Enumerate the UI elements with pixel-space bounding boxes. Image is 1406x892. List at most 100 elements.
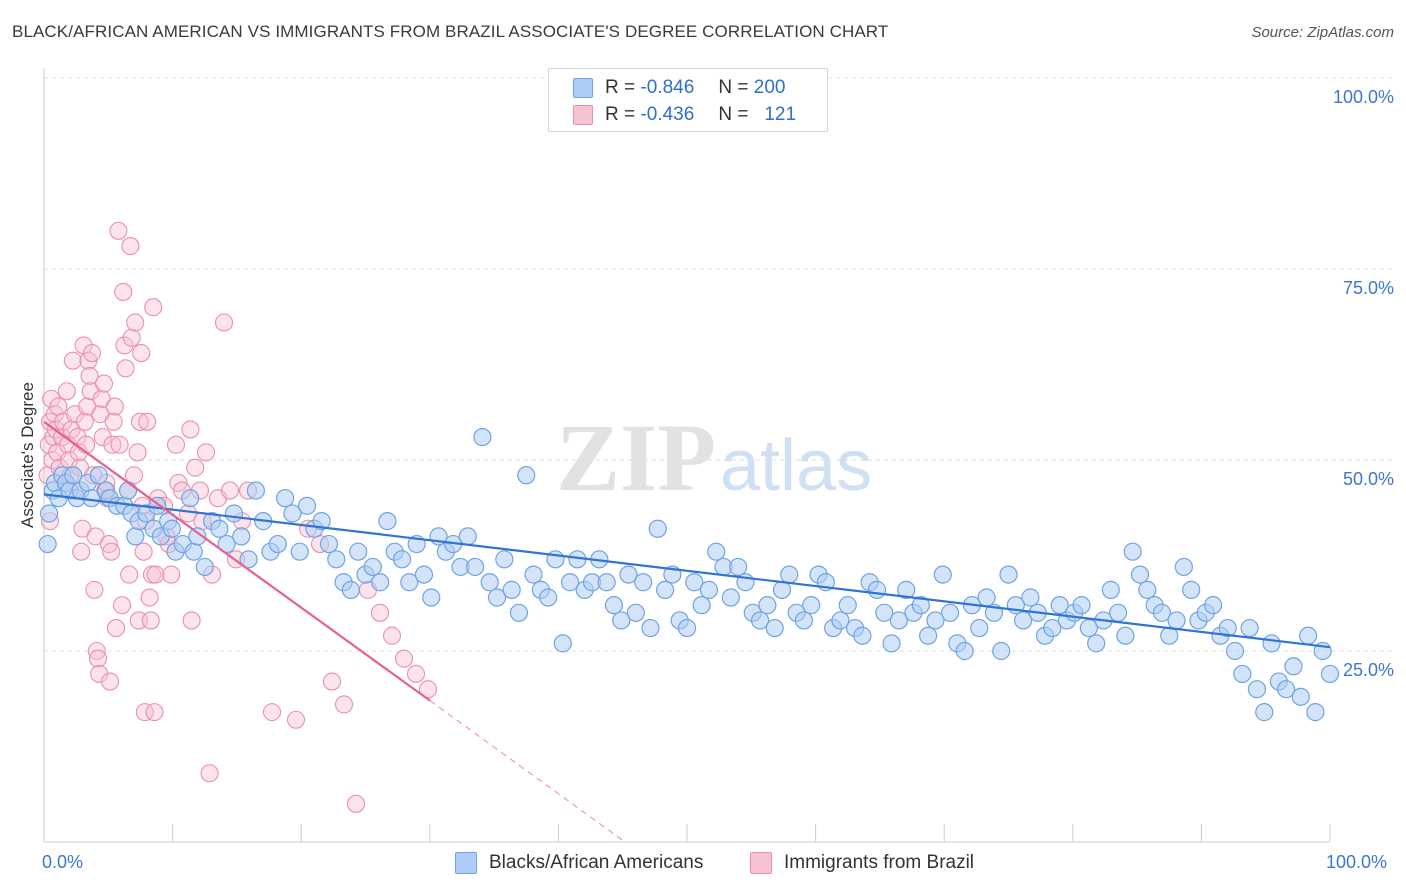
legend-n-label: N =: [718, 77, 749, 98]
point-black: [312, 512, 331, 531]
y-tick-100: 100.0%: [1332, 87, 1394, 107]
point-brazil: [138, 412, 157, 431]
point-brazil: [132, 343, 151, 363]
point-brazil: [110, 435, 129, 454]
legend-r-label: R =: [605, 104, 636, 125]
point-brazil: [103, 435, 122, 454]
trend-black: [43, 493, 1331, 649]
point-brazil: [220, 481, 240, 500]
point-black: [970, 618, 989, 638]
point-black: [40, 504, 59, 523]
y-tick-50: 50.0%: [1342, 469, 1394, 489]
point-brazil: [120, 565, 139, 584]
point-black: [699, 580, 719, 599]
point-black: [677, 618, 697, 638]
point-black: [692, 596, 711, 615]
point-black: [911, 596, 930, 615]
point-black: [378, 512, 397, 531]
point-black: [1284, 657, 1303, 676]
point-black: [889, 611, 908, 630]
point-brazil: [181, 420, 200, 439]
point-brazil: [106, 619, 126, 638]
point-brazil: [214, 313, 234, 332]
legend-n-value: 200: [753, 77, 786, 98]
point-black: [560, 573, 580, 592]
point-black: [1225, 641, 1245, 661]
point-black: [473, 427, 492, 447]
point-brazil: [72, 542, 91, 561]
point-black: [1167, 611, 1186, 630]
point-black: [181, 489, 200, 508]
point-brazil: [196, 443, 216, 462]
point-black: [1218, 618, 1237, 638]
point-brazil: [85, 580, 104, 599]
legend-swatch-brazil: [750, 852, 772, 874]
point-black: [480, 573, 499, 592]
point-brazil: [93, 428, 112, 447]
point-black: [1182, 580, 1201, 599]
chart-title: BLACK/AFRICAN AMERICAN VS IMMIGRANTS FRO…: [12, 22, 889, 41]
point-black: [466, 557, 485, 577]
point-black: [619, 565, 638, 584]
trend-lines: [43, 420, 1331, 843]
point-black: [758, 596, 777, 615]
y-tick-75: 75.0%: [1342, 278, 1394, 298]
point-black: [283, 504, 302, 523]
point-black: [1109, 603, 1128, 622]
point-black: [626, 603, 645, 622]
y-tick-25: 25.0%: [1342, 660, 1394, 680]
point-brazil: [406, 664, 426, 683]
point-black: [232, 527, 251, 546]
legend-n-value: 121: [764, 104, 797, 125]
point-black: [400, 573, 419, 592]
point-black: [327, 550, 346, 569]
point-black: [933, 565, 952, 584]
point-black: [604, 596, 624, 615]
point-black: [268, 534, 287, 554]
legend-item-brazil[interactable]: Immigrants from Brazil: [750, 852, 974, 874]
point-black: [794, 611, 814, 630]
point-brazil: [346, 794, 366, 813]
point-black: [1203, 596, 1223, 615]
point-black: [940, 603, 960, 622]
point-brazil: [322, 672, 342, 691]
point-brazil: [114, 282, 133, 301]
point-black: [999, 565, 1018, 584]
point-black: [750, 611, 770, 630]
point-black: [341, 580, 360, 599]
point-brazil: [166, 435, 186, 454]
point-black: [1255, 703, 1274, 722]
point-black: [162, 519, 181, 538]
point-black: [363, 557, 382, 577]
point-brazil: [128, 443, 147, 462]
point-brazil: [49, 397, 68, 416]
point-brazil: [186, 458, 205, 477]
point-black: [188, 527, 207, 546]
point-brazil: [418, 680, 438, 699]
point-brazil: [286, 710, 306, 729]
point-black: [89, 466, 108, 485]
point-brazil: [75, 412, 94, 431]
point-brazil: [394, 649, 414, 668]
point-black: [239, 550, 258, 569]
point-black: [655, 580, 675, 599]
point-black: [1072, 596, 1091, 615]
point-brazil: [126, 313, 145, 332]
point-black: [729, 557, 748, 577]
point-black: [1087, 634, 1106, 653]
point-brazil: [130, 412, 150, 431]
point-black: [1014, 611, 1033, 630]
legend-row-brazil: R = -0.436 N = 121: [573, 104, 796, 126]
chart-source: Source: ZipAtlas.com: [1251, 24, 1394, 41]
point-brazil: [141, 611, 160, 630]
point-black: [1130, 565, 1150, 584]
point-black: [184, 542, 203, 561]
point-brazil: [63, 351, 82, 370]
axes: [43, 68, 1331, 843]
legend-item-black[interactable]: Blacks/African Americans: [455, 852, 703, 874]
point-brazil: [182, 611, 201, 630]
legend-r-label: R =: [605, 77, 636, 98]
point-black: [977, 588, 996, 607]
point-black: [1291, 687, 1310, 706]
point-black: [1152, 603, 1172, 622]
